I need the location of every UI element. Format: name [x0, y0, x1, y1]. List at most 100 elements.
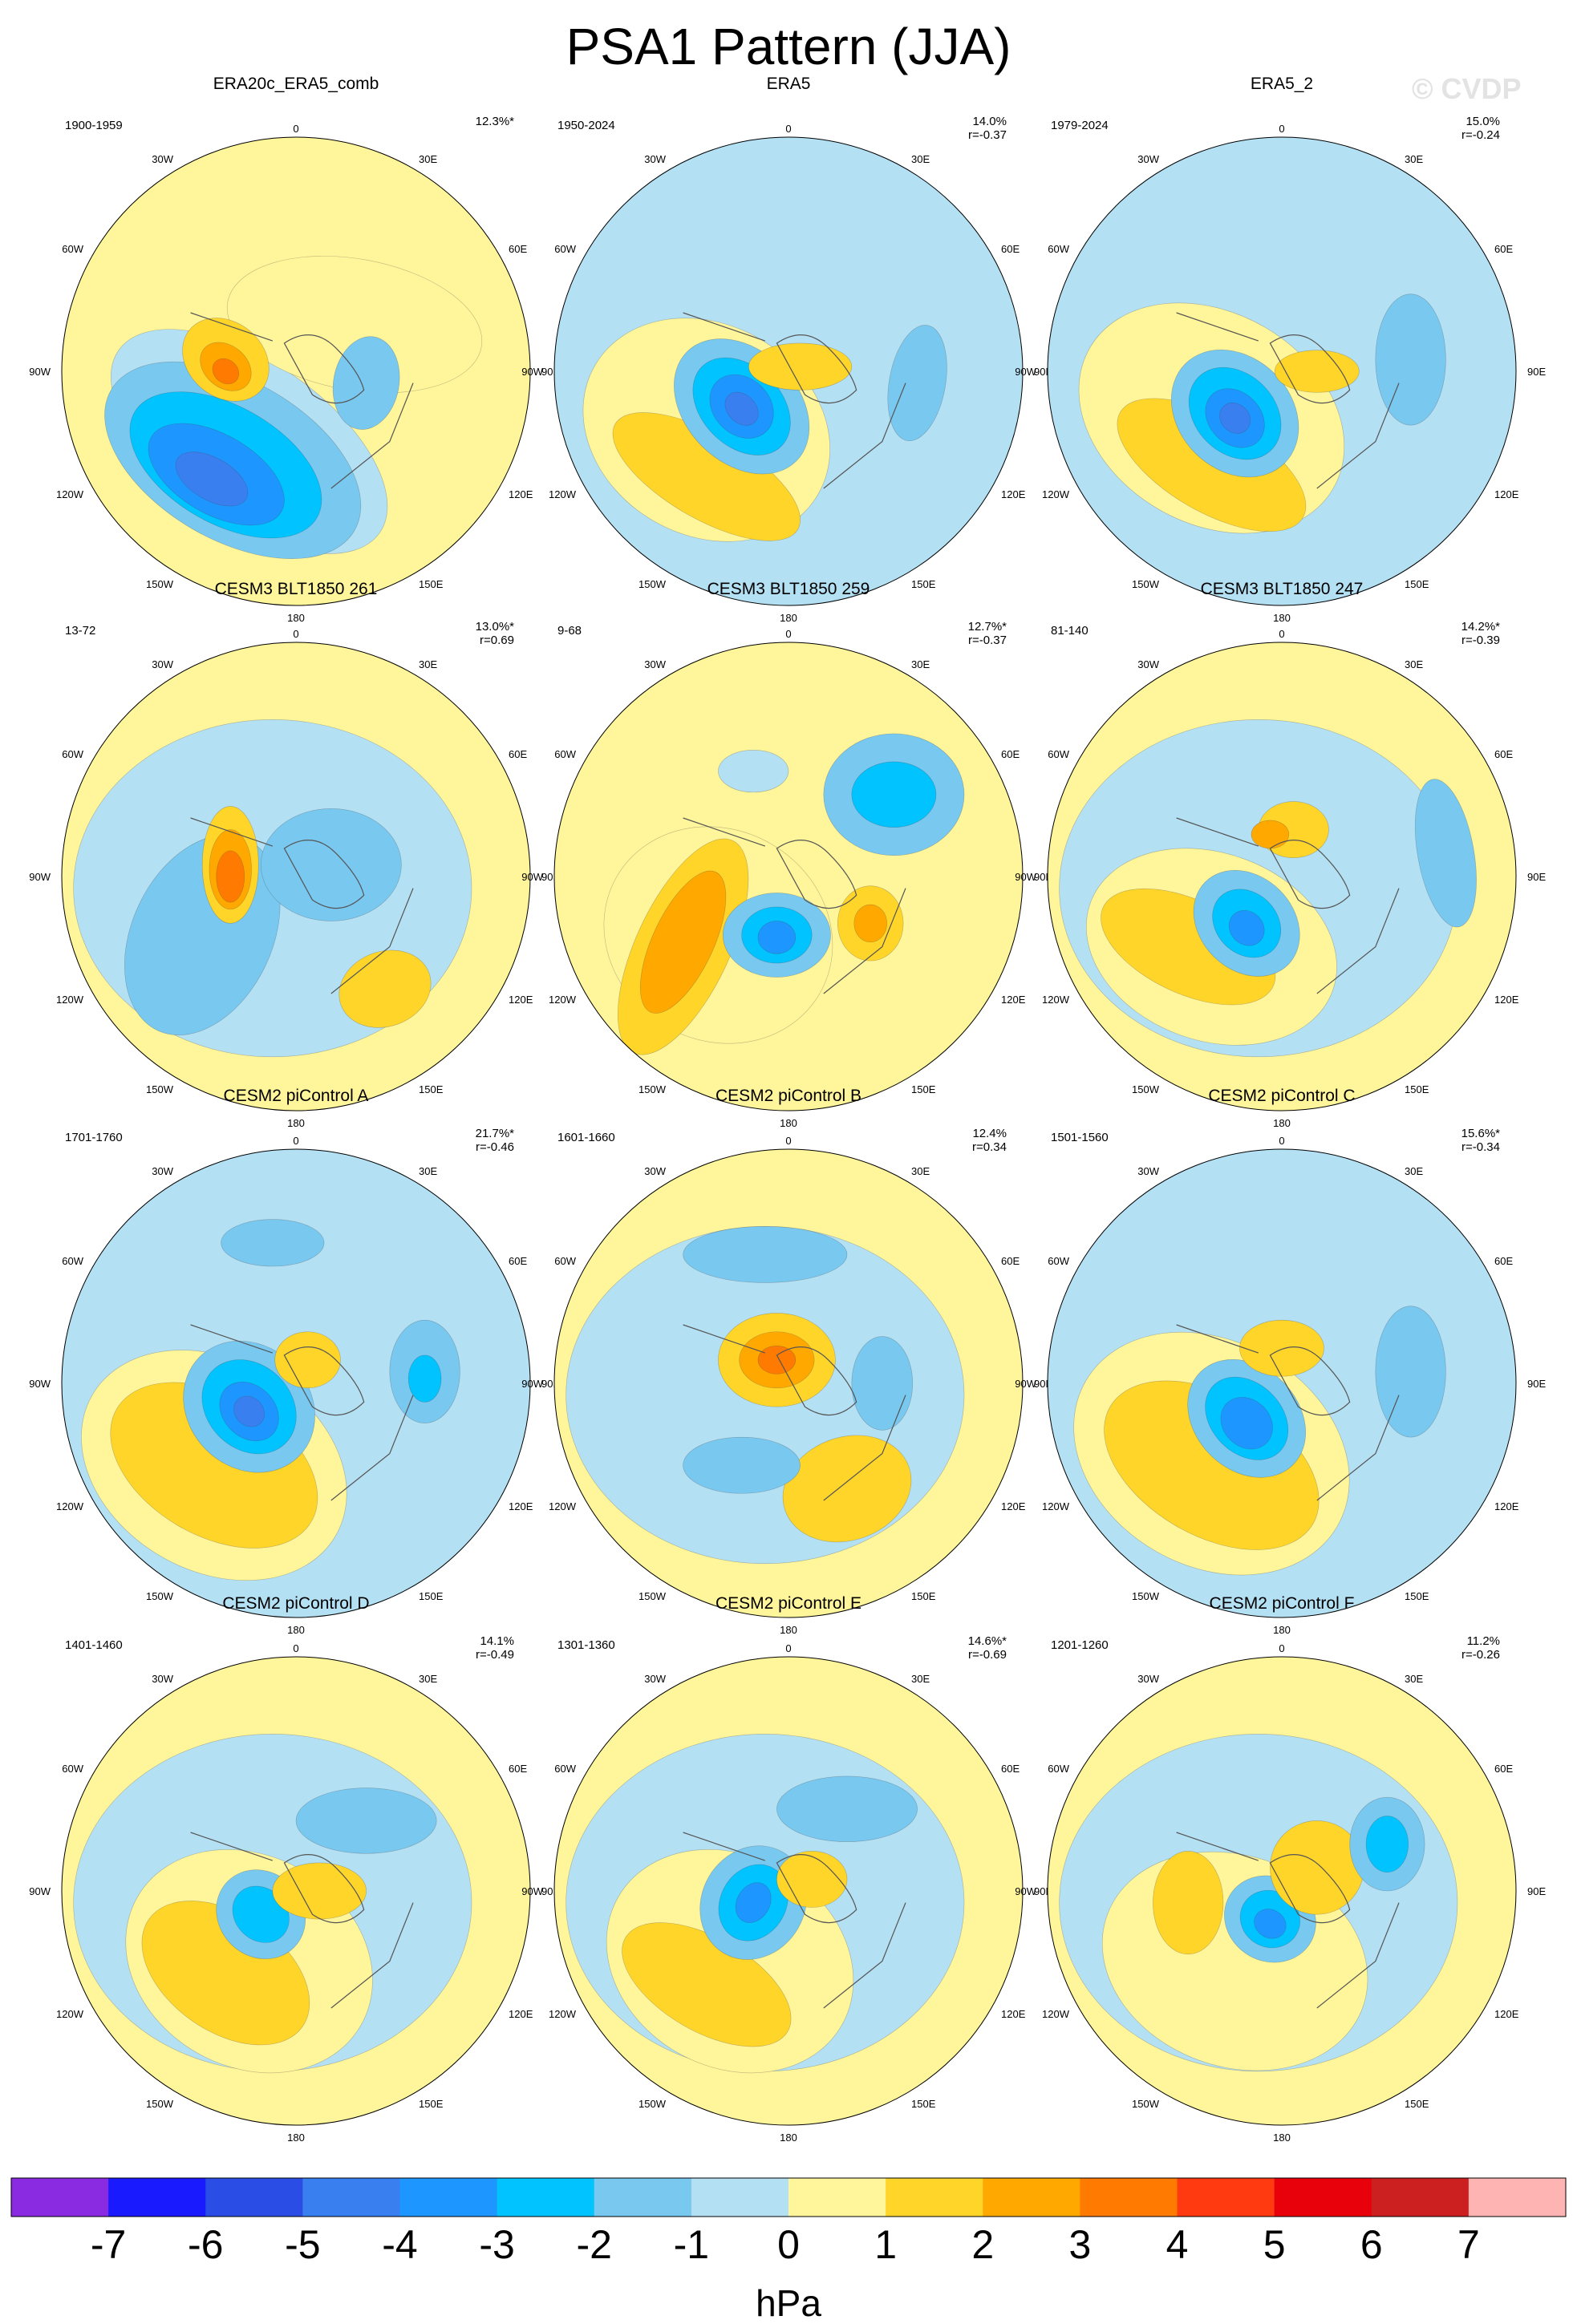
meridian-label: 120W: [1042, 1500, 1070, 1512]
meridian-label: 0: [1279, 628, 1284, 640]
meridian-label: 60E: [1001, 1763, 1020, 1775]
pressure-field: [554, 137, 1023, 605]
colorbar-tick-label: -5: [285, 2222, 320, 2267]
meridian-label: 30W: [152, 1673, 173, 1685]
meridian-label: 30W: [644, 1165, 666, 1177]
watermark: © CVDP: [1412, 72, 1522, 105]
coastline: [1176, 312, 1400, 489]
meridian-label: 120W: [549, 2008, 577, 2020]
panel-title: ERA20c_ERA5_comb: [213, 75, 379, 93]
meridian-label: 150E: [1405, 1083, 1429, 1095]
panel-title: CESM2 piControl A: [224, 1087, 369, 1105]
meridian-label: 150E: [911, 578, 936, 590]
contour-region: [735, 1882, 772, 1923]
contour-region: [216, 850, 245, 903]
panel-title: CESM2 piControl F: [1210, 1594, 1355, 1613]
panel-pattern-correlation: r=-0.26: [1461, 1648, 1500, 1662]
contour-region: [1375, 1306, 1446, 1438]
meridian-label: 30W: [644, 658, 666, 670]
panel-years: 1900-1959: [65, 119, 123, 132]
meridian-label: 150E: [911, 1590, 936, 1602]
meridian-label: 30W: [152, 153, 173, 165]
colorbar-tick-label: 7: [1457, 2222, 1480, 2267]
panel-years: 1401-1460: [65, 1638, 123, 1652]
meridian-label: 120E: [1001, 488, 1026, 500]
meridian-label: 60E: [509, 1255, 527, 1267]
meridian-label: 90W: [29, 871, 51, 883]
meridian-label: 180: [1273, 2132, 1291, 2144]
colorbar-tick-label: 6: [1360, 2222, 1383, 2267]
meridian-label: 60E: [509, 748, 527, 760]
meridian-label: 90W: [29, 366, 51, 378]
meridian-label: 0: [785, 628, 791, 640]
meridian-label: 90W: [1015, 366, 1036, 378]
meridian-label: 30E: [911, 1165, 930, 1177]
map-boundary: [1047, 1656, 1517, 2126]
map-boundary: [1047, 642, 1517, 1111]
contour-region: [272, 1862, 367, 1920]
meridian-label: 30E: [1405, 658, 1423, 670]
colorbar-swatch: [11, 2178, 109, 2217]
panel-pattern-correlation: r=0.69: [480, 634, 514, 647]
meridian-label: 180: [1273, 612, 1291, 624]
contour-region: [221, 1219, 325, 1267]
colorbar-unit-label: hPa: [756, 2282, 821, 2324]
meridian-label: 30E: [1405, 1673, 1423, 1685]
panel-years: 1201-1260: [1051, 1638, 1109, 1652]
colorbar-tick-label: 4: [1166, 2222, 1189, 2267]
meridian-label: 60E: [1001, 1255, 1020, 1267]
meridian-label: 120W: [56, 488, 84, 500]
meridian-label: 150W: [1132, 578, 1160, 590]
map-boundary: [1047, 1148, 1517, 1618]
meridian-label: 60W: [62, 1255, 83, 1267]
meridian-label: 150W: [639, 578, 667, 590]
colorbar-tick-label: -2: [577, 2222, 612, 2267]
meridian-label: 150W: [146, 2098, 174, 2110]
colorbar-swatch: [983, 2178, 1080, 2217]
meridian-label: 180: [287, 1624, 305, 1636]
meridian-label: 120W: [1042, 2008, 1070, 2020]
meridian-label: 60E: [1494, 748, 1513, 760]
contour-region: [853, 904, 887, 943]
meridian-label: 90W: [521, 871, 543, 883]
panel-title: CESM3 BLT1850 247: [1201, 580, 1364, 598]
meridian-label: 120E: [1001, 1500, 1026, 1512]
meridian-label: 120E: [1494, 488, 1519, 500]
contour-region: [274, 1331, 341, 1389]
colorbar-swatch: [1080, 2178, 1178, 2217]
contour-region: [748, 342, 853, 391]
panel-pattern-correlation: r=-0.24: [1461, 128, 1500, 142]
meridian-label: 150W: [1132, 2098, 1160, 2110]
colorbar-swatch: [788, 2178, 886, 2217]
meridian-label: 0: [785, 1135, 791, 1147]
meridian-label: 150W: [1132, 1083, 1160, 1095]
meridian-label: 150E: [419, 578, 444, 590]
pressure-field: [554, 642, 1023, 1111]
meridian-label: 120W: [1042, 488, 1070, 500]
colorbar-swatch: [205, 2178, 303, 2217]
contour-region: [1220, 1397, 1273, 1450]
panel-variance-pct: 12.4%: [972, 1127, 1007, 1140]
meridian-label: 90W: [521, 1378, 543, 1390]
colorbar-tick-label: 3: [1068, 2222, 1091, 2267]
meridian-label: 60E: [1494, 1763, 1513, 1775]
contour-region: [851, 1336, 914, 1431]
panel-pattern-correlation: r=-0.34: [1461, 1140, 1500, 1154]
meridian-label: 90W: [29, 1885, 51, 1897]
panel-years: 1601-1660: [557, 1131, 615, 1144]
pressure-field: [62, 1149, 530, 1617]
map-panel: CESM2 piControl B 1601-1660 12.4%r=0.34 0 18…: [521, 1087, 1052, 1636]
meridian-label: 120W: [1042, 994, 1070, 1006]
meridian-label: 30E: [911, 658, 930, 670]
contour-region: [1239, 1319, 1324, 1377]
contour-region: [332, 336, 400, 430]
colorbar-swatch: [108, 2178, 206, 2217]
meridian-label: 30E: [419, 658, 437, 670]
panel-variance-pct: 14.2%*: [1461, 620, 1501, 634]
map-boundary: [61, 136, 531, 606]
meridian-label: 30W: [1137, 153, 1159, 165]
coastline: [190, 817, 414, 994]
map-boundary: [553, 1148, 1024, 1618]
meridian-label: 30W: [1137, 1165, 1159, 1177]
meridian-label: 30E: [1405, 153, 1423, 165]
